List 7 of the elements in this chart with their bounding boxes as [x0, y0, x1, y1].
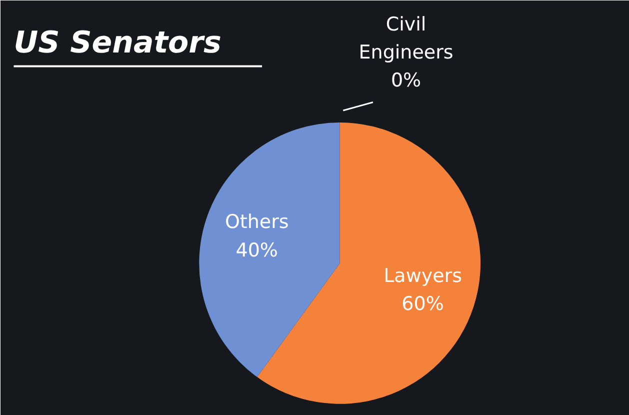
category-label: Civil Engineers — [358, 13, 454, 64]
slice-label: Others — [224, 211, 289, 234]
slice-label: Lawyers — [384, 265, 462, 288]
data-label: 60% — [402, 293, 444, 316]
chart-title: US Senators — [14, 26, 222, 61]
text: 0% — [390, 70, 422, 92]
data-label: 40% — [236, 239, 278, 262]
